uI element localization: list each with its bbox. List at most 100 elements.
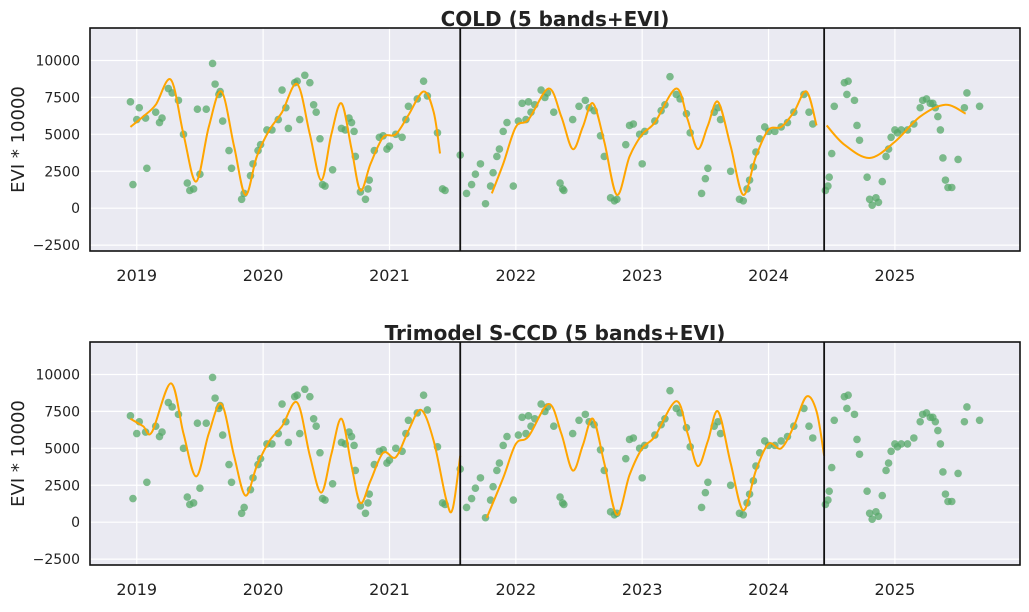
data-point (716, 429, 725, 438)
data-point (509, 182, 518, 190)
data-point (309, 414, 318, 423)
data-point (350, 127, 358, 136)
panel: −2500 0 2500 5000 7500 10000 2019 2020 2021 2022 2… (8, 7, 1021, 285)
y-tick-label: 5000 (44, 441, 80, 457)
data-point (666, 386, 674, 395)
y-tick-label: −2500 (33, 238, 80, 254)
x-tick-label: 2025 (875, 266, 916, 285)
y-tick-label: 2500 (44, 478, 80, 494)
data-point (549, 422, 558, 430)
data-point (941, 490, 950, 498)
data-point (143, 164, 151, 173)
data-point (158, 114, 166, 122)
data-point (143, 478, 151, 487)
data-point (934, 112, 942, 121)
data-point (158, 428, 166, 436)
data-point (874, 512, 883, 521)
data-point (704, 478, 712, 487)
x-tick-label: 2019 (116, 266, 157, 285)
data-point (309, 100, 318, 109)
data-point (293, 391, 302, 399)
data-point (364, 499, 372, 507)
data-point (404, 416, 413, 425)
data-point (824, 496, 832, 504)
data-point (493, 152, 501, 161)
data-point (808, 434, 817, 442)
data-point (495, 459, 504, 467)
data-point (295, 429, 304, 438)
data-point (306, 392, 314, 401)
data-point (240, 503, 248, 512)
data-point (321, 182, 329, 190)
data-point (365, 176, 374, 184)
data-point (878, 177, 887, 186)
y-tick-label: 2500 (44, 164, 80, 180)
data-point (126, 98, 135, 106)
x-tick-label: 2020 (243, 580, 284, 599)
data-point (471, 484, 480, 493)
data-point (556, 493, 564, 501)
data-point (385, 456, 394, 464)
data-point (936, 126, 945, 134)
x-tick-label: 2025 (875, 580, 916, 599)
data-point (863, 173, 871, 181)
data-point (960, 417, 969, 426)
data-point (295, 115, 304, 124)
data-point (827, 149, 836, 158)
data-point (716, 115, 725, 124)
y-axis-label: EVI * 10000 (8, 400, 29, 507)
data-point (537, 400, 545, 408)
data-point (537, 86, 545, 94)
data-point (704, 164, 712, 173)
data-point (843, 404, 851, 413)
data-point (312, 108, 320, 116)
data-point (312, 422, 320, 430)
data-point (939, 468, 947, 476)
data-point (499, 441, 507, 450)
data-point (503, 118, 511, 127)
data-point (126, 412, 135, 420)
data-point (284, 124, 293, 133)
data-point (581, 96, 590, 105)
x-tick-label: 2022 (495, 580, 536, 599)
x-tick-label: 2020 (243, 266, 284, 285)
data-point (560, 500, 568, 509)
data-point (697, 189, 706, 198)
data-point (202, 419, 211, 428)
data-point (638, 474, 646, 482)
data-point (524, 412, 533, 420)
data-point (503, 432, 511, 441)
data-point (884, 145, 893, 153)
data-point (855, 136, 864, 145)
y-tick-label: 10000 (35, 53, 80, 69)
data-point (882, 152, 890, 161)
data-point (824, 182, 832, 190)
data-point (347, 432, 356, 441)
data-point (328, 165, 337, 174)
data-point (878, 491, 887, 500)
data-point (575, 416, 583, 425)
data-point (489, 482, 497, 491)
data-point (524, 98, 533, 106)
data-point (556, 179, 564, 187)
data-point (910, 120, 918, 128)
data-point (489, 168, 497, 177)
y-tick-label: 10000 (35, 367, 80, 383)
data-point (777, 437, 785, 445)
y-tick-label: 5000 (44, 127, 80, 143)
data-point (419, 77, 428, 85)
x-tick-label: 2022 (495, 266, 536, 285)
data-point (954, 469, 962, 478)
data-point (939, 154, 947, 162)
data-point (202, 105, 211, 114)
panel: −2500 0 2500 5000 7500 10000 2019 2020 2021 2022 2… (8, 321, 1021, 599)
data-point (237, 195, 246, 204)
data-point (865, 195, 874, 204)
data-point (897, 440, 906, 448)
data-point (278, 400, 286, 408)
data-point (316, 134, 324, 143)
data-point (361, 195, 370, 204)
data-point (575, 102, 583, 111)
data-point (853, 121, 861, 130)
data-point (385, 142, 394, 150)
